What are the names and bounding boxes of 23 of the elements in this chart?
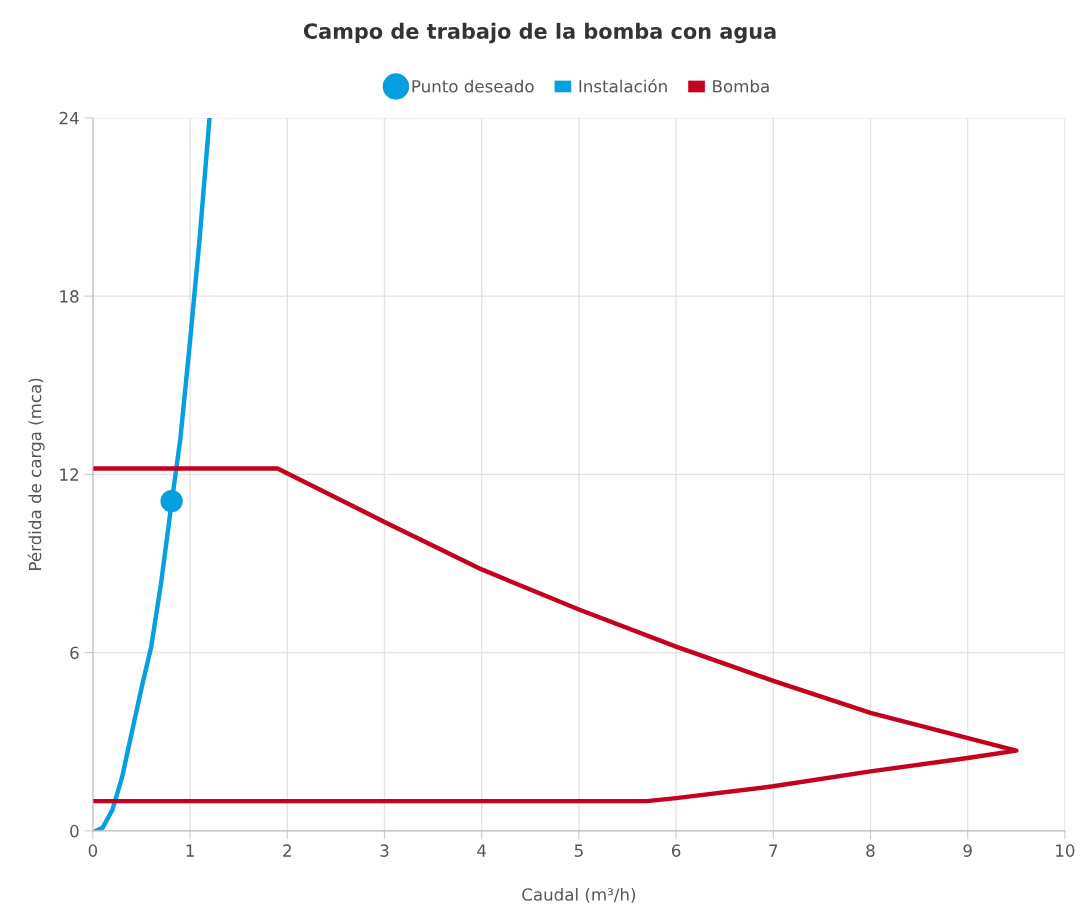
y-tick-label: 12 [60, 468, 79, 481]
y-tick-label: 24 [59, 111, 79, 125]
x-tick-label: 0 [88, 844, 98, 857]
legend-label: Instalación [579, 78, 667, 93]
x-tick-label: 1 [186, 844, 194, 857]
y-tick-label: 18 [60, 290, 79, 303]
y-axis-title: Pérdida de carga (mca) [27, 378, 45, 570]
x-axis-title: Caudal (m³/h) [522, 887, 636, 903]
legend-label: Bomba [713, 79, 769, 93]
x-tick-label: 2 [283, 844, 291, 857]
x-tick-label: 9 [963, 844, 972, 857]
x-tick-label: 5 [574, 844, 583, 857]
x-tick-label: 8 [866, 844, 875, 857]
y-tick-label: 0 [70, 824, 79, 838]
y-tick-label: 6 [70, 646, 79, 660]
x-tick-label: 10 [1056, 844, 1075, 857]
x-tick-label: 7 [769, 844, 778, 857]
legend-label: Punto deseado [412, 79, 534, 93]
x-tick-label: 4 [477, 844, 487, 857]
line-series [92, 466, 1019, 804]
chart-title: Campo de trabajo de la bomba con agua [303, 22, 776, 44]
x-tick-label: 6 [671, 844, 681, 857]
x-tick-label: 3 [380, 844, 389, 857]
